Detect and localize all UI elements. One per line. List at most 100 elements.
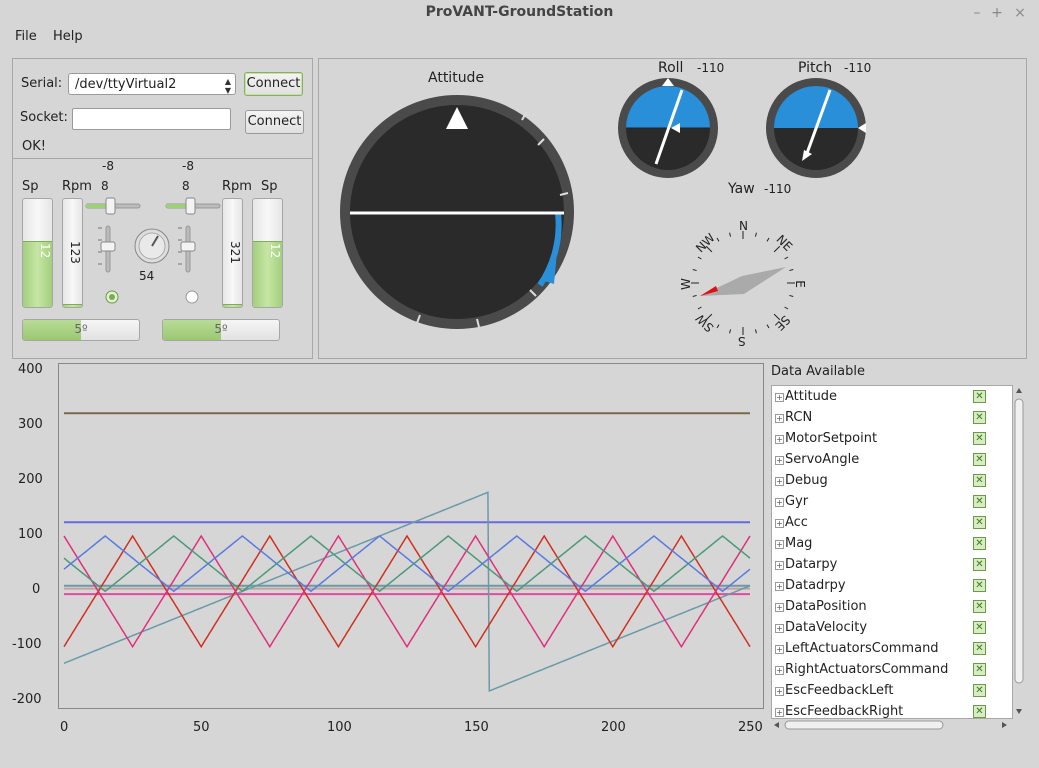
socket-label: Socket: (20, 110, 68, 125)
checkbox-icon[interactable]: ✕ (973, 411, 986, 424)
data-item[interactable]: + MotorSetpoint ✕ (772, 429, 1012, 450)
yaw-value: -110 (764, 182, 792, 196)
expand-icon[interactable]: + (775, 456, 784, 465)
checkbox-icon[interactable]: ✕ (973, 684, 986, 697)
checkbox-icon[interactable]: ✕ (973, 705, 986, 718)
left-rpm-value: 123 (68, 241, 82, 264)
data-item-label: Datadrpy (785, 578, 846, 593)
motor-trim-sliders[interactable] (84, 194, 224, 304)
checkbox-icon[interactable]: ✕ (973, 663, 986, 676)
y-tick-label: 300 (18, 417, 43, 432)
compass-tick (773, 313, 781, 321)
data-item[interactable]: + DataVelocity ✕ (772, 618, 1012, 639)
title-bar: ProVANT-GroundStation – + × (0, 0, 1039, 26)
serial-port-select[interactable]: /dev/ttyVirtual2 ▲ ▼ (68, 73, 236, 95)
left-setpoint-fill (23, 241, 52, 307)
right-setpoint-fill (253, 241, 282, 307)
checkbox-icon[interactable]: ✕ (973, 474, 986, 487)
expand-icon[interactable]: + (775, 477, 784, 486)
data-item[interactable]: + EscFeedbackLeft ✕ (772, 681, 1012, 702)
checkbox-icon[interactable]: ✕ (973, 642, 986, 655)
expand-icon[interactable]: + (775, 498, 784, 507)
checkbox-icon[interactable]: ✕ (973, 453, 986, 466)
plot-frame (58, 363, 764, 709)
data-item[interactable]: + RCN ✕ (772, 408, 1012, 429)
expand-icon[interactable]: + (775, 519, 784, 528)
expand-icon[interactable]: + (775, 624, 784, 633)
compass-tick (716, 237, 720, 242)
socket-connect-button[interactable]: Connect (245, 110, 304, 134)
expand-icon[interactable]: + (775, 393, 784, 402)
checkbox-icon[interactable]: ✕ (973, 600, 986, 613)
checkbox-icon[interactable]: ✕ (973, 390, 986, 403)
menu-file[interactable]: File (15, 29, 37, 44)
compass-tick (692, 269, 697, 272)
compass-tick (697, 306, 702, 310)
data-item[interactable]: + DataPosition ✕ (772, 597, 1012, 618)
expand-icon[interactable]: + (775, 582, 784, 591)
checkbox-icon[interactable]: ✕ (973, 558, 986, 571)
checkbox-icon[interactable]: ✕ (973, 495, 986, 508)
data-item[interactable]: + Mag ✕ (772, 534, 1012, 555)
updown-arrow-icon: ▲ ▼ (224, 77, 231, 95)
data-item[interactable]: + EscFeedbackRight ✕ (772, 702, 1012, 718)
expand-icon[interactable]: + (775, 435, 784, 444)
data-item[interactable]: + LeftActuatorsCommand ✕ (772, 639, 1012, 660)
data-item-label: Attitude (785, 389, 838, 404)
expand-icon[interactable]: + (775, 603, 784, 612)
compass-tick (773, 245, 781, 253)
data-item[interactable]: + Datadrpy ✕ (772, 576, 1012, 597)
x-tick-label: 100 (327, 720, 352, 735)
data-available-list[interactable]: + Attitude ✕ + RCN ✕ + MotorSetpoint ✕ + ServoAngl… (771, 385, 1013, 719)
pitch-gauge (766, 78, 866, 178)
right-servo-angle-value: 5º (214, 322, 228, 336)
data-item-label: LeftActuatorsCommand (785, 641, 939, 656)
right-servo-angle-bar: 5º (162, 319, 280, 341)
window-title: ProVANT-GroundStation (425, 4, 614, 20)
data-item[interactable]: + Acc ✕ (772, 513, 1012, 534)
expand-icon[interactable]: + (775, 666, 784, 675)
compass-tick (729, 329, 732, 334)
compass-tick (789, 294, 794, 297)
compass-e: E (792, 280, 807, 288)
checkbox-icon[interactable]: ✕ (973, 537, 986, 550)
data-item[interactable]: + Debug ✕ (772, 471, 1012, 492)
compass-n: N (739, 219, 748, 233)
checkbox-icon[interactable]: ✕ (973, 579, 986, 592)
menu-help[interactable]: Help (53, 29, 83, 44)
maximize-button[interactable]: + (991, 5, 1003, 21)
expand-icon[interactable]: + (775, 414, 784, 423)
data-item[interactable]: + ServoAngle ✕ (772, 450, 1012, 471)
close-button[interactable]: × (1014, 5, 1026, 21)
checkbox-icon[interactable]: ✕ (973, 516, 986, 529)
data-item[interactable]: + Attitude ✕ (772, 387, 1012, 408)
minimize-button[interactable]: – (973, 5, 981, 21)
list-vertical-scrollbar[interactable] (1013, 385, 1025, 717)
left-v-slider-handle (100, 241, 116, 252)
data-item-label: DataVelocity (785, 620, 868, 635)
telemetry-plot[interactable] (58, 363, 764, 709)
data-available-title: Data Available (771, 364, 866, 379)
data-item[interactable]: + Gyr ✕ (772, 492, 1012, 513)
data-item[interactable]: + Datarpy ✕ (772, 555, 1012, 576)
compass-tick (766, 324, 770, 329)
expand-icon[interactable]: + (775, 687, 784, 696)
serial-connect-button[interactable]: Connect (244, 72, 303, 96)
expand-icon[interactable]: + (775, 540, 784, 549)
right-rpm-bar: 321 (222, 198, 243, 308)
data-item[interactable]: + RightActuatorsCommand ✕ (772, 660, 1012, 681)
right-h-slider-handle (185, 197, 196, 215)
checkbox-icon[interactable]: ✕ (973, 432, 986, 445)
left-rpm-fill (63, 303, 82, 307)
roll-value: -110 (697, 61, 725, 75)
checkbox-icon[interactable]: ✕ (973, 621, 986, 634)
compass-tick (754, 329, 757, 334)
socket-input[interactable] (72, 108, 231, 130)
left-setpoint-bar: 12 (22, 198, 53, 308)
expand-icon[interactable]: + (775, 561, 784, 570)
expand-icon[interactable]: + (775, 708, 784, 717)
expand-icon[interactable]: + (775, 645, 784, 654)
series-line (63, 534, 751, 649)
list-horizontal-scrollbar[interactable] (771, 718, 1011, 732)
data-item-label: Acc (785, 515, 808, 530)
